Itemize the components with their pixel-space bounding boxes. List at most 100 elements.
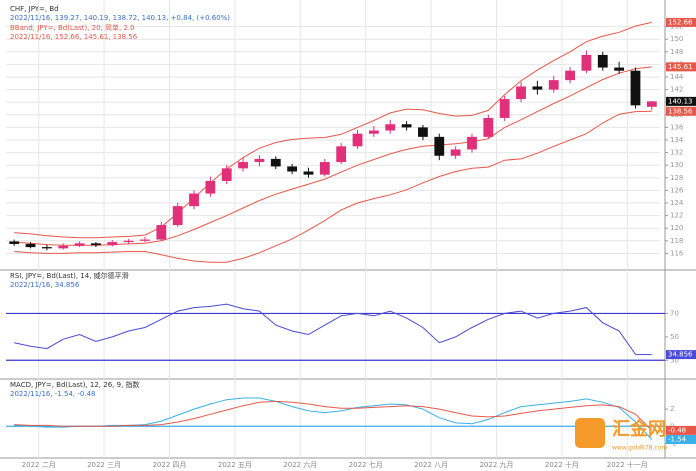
x-tick-label: 2022 五月 <box>218 461 252 469</box>
price-tag-bg <box>666 434 696 444</box>
y-tick-label: 126 <box>670 186 684 194</box>
price-tag: -0.48 <box>668 426 686 434</box>
bollinger-lower <box>14 110 652 263</box>
x-tick-label: 2022 九月 <box>479 460 513 469</box>
x-tick-label: 2022 七月 <box>349 460 383 469</box>
price-tag-bg <box>666 17 696 27</box>
candle-body <box>172 206 183 226</box>
y-tick-label: 116 <box>670 249 684 257</box>
candle-body <box>483 117 494 137</box>
bollinger-upper <box>14 21 652 239</box>
candle-body <box>123 240 134 243</box>
y-tick-label: 128 <box>670 174 683 182</box>
y-tick-label: 136 <box>670 123 684 131</box>
logo-icon <box>575 418 605 448</box>
candle-body <box>270 158 281 167</box>
y-tick-label: 50 <box>670 333 679 341</box>
candle-body <box>58 245 69 249</box>
candle-body <box>385 124 396 131</box>
candle-body <box>450 149 461 156</box>
y-tick-label: 122 <box>670 212 683 220</box>
x-tick-label: 2022 十一月 <box>607 460 648 469</box>
price-tag-bg <box>666 350 696 360</box>
candle-body <box>319 162 330 175</box>
candle-body <box>287 166 298 172</box>
price-tag: 138.56 <box>668 107 693 115</box>
indicator-info: 2022/11/16, 152.66, 145.61, 138.56 <box>10 33 138 41</box>
candle-body <box>303 171 314 175</box>
candle-body <box>434 136 445 156</box>
candle-body <box>238 162 248 169</box>
candle-body <box>467 136 477 150</box>
price-tag: 140.13 <box>668 97 693 105</box>
y-tick-label: 144 <box>670 73 684 81</box>
price-tag: 34.856 <box>668 351 693 359</box>
y-tick-label: 70 <box>670 309 679 317</box>
candle-body <box>221 168 232 181</box>
candle-body <box>41 247 52 249</box>
panel-title: RSI, JPY=, Bd(Last), 14, 威尔德平滑 <box>10 271 129 280</box>
x-tick-label: 2022 十月 <box>545 460 579 469</box>
price-tag-bg <box>666 62 696 72</box>
panel-info: 2022/11/16, 139.27, 140.19, 138.72, 140.… <box>10 14 230 22</box>
indicator-line <box>14 400 653 431</box>
price-tag-bg <box>666 425 696 435</box>
indicator-name: BBand, JPY=, Bd(Last), 20, 简单, 2.0 <box>10 23 135 32</box>
panel-title: MACD, JPY=, Bd(Last), 12, 26, 9, 指数 <box>10 380 140 389</box>
y-tick-label: 130 <box>670 161 683 169</box>
panel-info: 2022/11/16, 34.856 <box>10 281 80 289</box>
y-tick-label: 2 <box>670 405 674 413</box>
y-tick-label: 132 <box>670 149 683 157</box>
candle-body <box>565 70 575 81</box>
indicator-line <box>14 303 652 356</box>
candle-body <box>140 239 150 241</box>
candle-body <box>401 124 412 128</box>
candle-body <box>91 243 101 246</box>
candle-body <box>9 241 20 244</box>
watermark: 汇金网 www.gold678.com <box>575 418 667 452</box>
candle-body <box>614 67 625 71</box>
y-tick-label: 124 <box>670 199 684 207</box>
x-tick-label: 2022 六月 <box>283 460 317 469</box>
candle-body <box>156 225 167 240</box>
bollinger-middle <box>14 66 652 246</box>
price-tag: -1.54 <box>668 435 687 443</box>
price-tag-bg <box>666 96 696 106</box>
candle-body <box>107 242 118 246</box>
candle-body <box>336 146 347 163</box>
candle-body <box>205 180 216 194</box>
x-tick-label: 2022 八月 <box>414 461 448 469</box>
candle-body <box>254 158 265 163</box>
candle-body <box>516 86 526 100</box>
price-tag: 152.66 <box>668 18 693 26</box>
candle-body <box>352 133 363 147</box>
candle-body <box>368 130 379 134</box>
candle-body <box>630 70 641 106</box>
watermark-url: www.gold678.com <box>612 445 667 452</box>
candle-body <box>74 243 85 246</box>
y-tick-label: 118 <box>670 237 683 245</box>
candle-body <box>189 193 199 207</box>
candle-body <box>25 243 36 248</box>
y-tick-label: 150 <box>670 35 683 43</box>
y-tick-label: 148 <box>670 48 683 56</box>
candle-body <box>597 54 608 68</box>
candle-body <box>499 99 510 118</box>
candle-body <box>532 86 543 90</box>
y-tick-label: 30 <box>670 356 679 364</box>
y-tick-label: 120 <box>670 224 683 232</box>
panel-info: 2022/11/16, -1.54, -0.48 <box>10 390 95 398</box>
x-tick-label: 2022 四月 <box>152 461 186 469</box>
y-tick-label: 134 <box>670 136 684 144</box>
y-tick-label: 142 <box>670 86 683 94</box>
price-tag-bg <box>666 106 696 116</box>
candle-body <box>548 80 559 90</box>
x-tick-label: 2022 二月 <box>22 461 56 469</box>
watermark-text: 汇金网 <box>612 418 666 440</box>
panel-title: CHF, JPY=, Bd <box>10 5 59 13</box>
candle-body <box>581 54 592 71</box>
candle-body <box>646 101 657 107</box>
x-tick-label: 2022 三月 <box>87 461 121 469</box>
